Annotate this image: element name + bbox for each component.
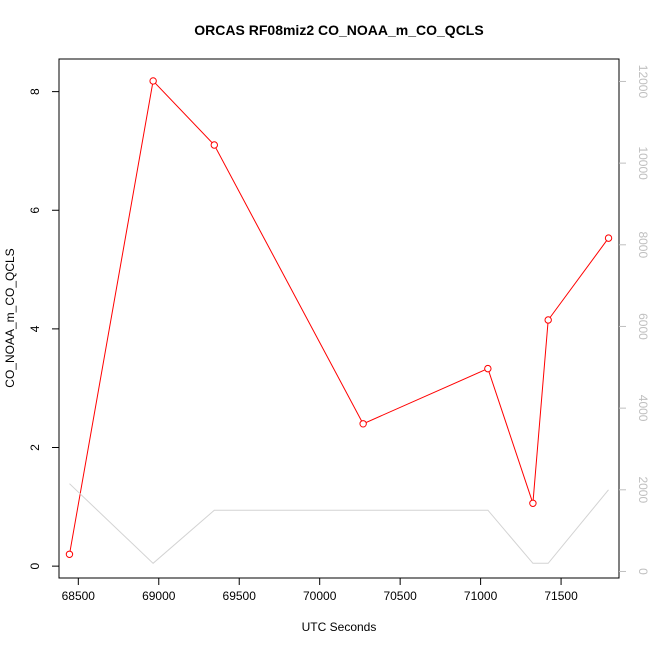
data-point (359, 420, 367, 428)
axes: 68500 69000 69500 70000 70500 71000 71500 0 2 4 6 8… (28, 65, 650, 603)
y-tick-label: 0 (28, 562, 42, 569)
data-point (544, 316, 552, 324)
x-tick-label: 70500 (383, 589, 417, 603)
data-point (210, 141, 218, 149)
series-layer (65, 77, 613, 564)
x-tick-label: 69500 (223, 589, 257, 603)
x-tick-label: 70000 (303, 589, 337, 603)
secondary-series-line (69, 483, 609, 564)
y-tick-label: 2 (28, 444, 42, 451)
y2-tick-label: 10000 (636, 146, 650, 180)
y2-tick-label: 0 (636, 568, 650, 575)
data-point (529, 499, 537, 507)
y2-tick-label: 6000 (636, 313, 650, 340)
y2-tick-label: 2000 (636, 476, 650, 503)
data-point (149, 77, 157, 85)
x-tick-label: 71000 (464, 589, 498, 603)
x-tick-label: 68500 (62, 589, 96, 603)
y2-tick-label: 4000 (636, 395, 650, 422)
data-point (484, 364, 492, 373)
y-tick-label: 8 (28, 88, 42, 95)
x-tick-label: 71500 (544, 589, 578, 603)
y-tick-label: 6 (28, 207, 42, 214)
x-tick-label: 69000 (142, 589, 176, 603)
y2-tick-label: 8000 (636, 231, 650, 258)
series-line (69, 79, 609, 555)
y2-tick-label: 12000 (636, 65, 650, 99)
data-point (604, 234, 613, 242)
x-axis-label: UTC Seconds (302, 620, 377, 634)
y-axis-label: CO_NOAA_m_CO_QCLS (3, 248, 17, 387)
data-point (65, 550, 74, 558)
chart-title: ORCAS RF08miz2 CO_NOAA_m_CO_QCLS (194, 22, 483, 38)
y-tick-label: 4 (28, 325, 42, 332)
plot-area (58, 58, 620, 579)
